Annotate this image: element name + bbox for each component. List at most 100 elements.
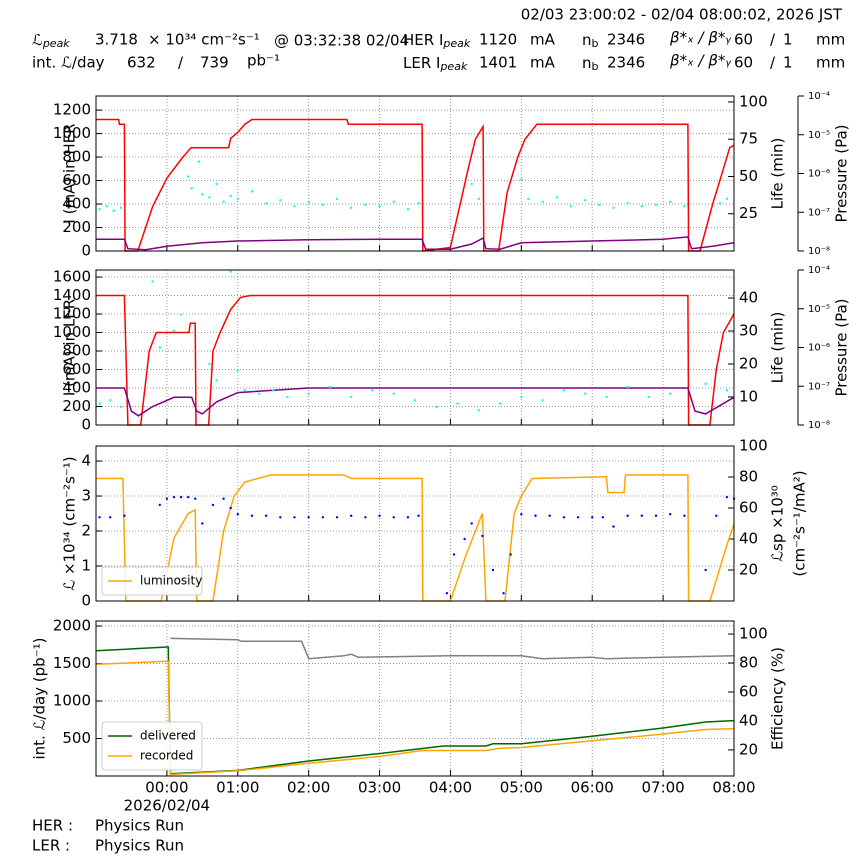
beta-x: 60 (734, 54, 753, 72)
nb-value: 2346 (607, 54, 645, 72)
x-tick-label: 07:00 (641, 779, 684, 797)
nb-sub: b (592, 37, 599, 50)
series-point (704, 382, 707, 385)
series-point (654, 203, 658, 206)
series-line (96, 387, 735, 417)
plot-frame (95, 445, 735, 602)
series-point (378, 205, 381, 208)
series-point (598, 203, 601, 206)
series-point (548, 514, 551, 517)
series-point (626, 514, 629, 517)
y3-tick-label: 10⁻⁶ (808, 169, 830, 180)
y-axis-label: I (mA) in HER (61, 123, 79, 223)
series-point (279, 199, 282, 202)
nb-label: nb (582, 54, 599, 74)
series-point (669, 513, 672, 516)
series-point (208, 362, 211, 366)
series-point (321, 516, 325, 519)
series-point (222, 497, 225, 500)
beta-y: 1 (783, 31, 793, 49)
y-tick-label: 400 (62, 195, 91, 213)
y-tick-label: 400 (62, 379, 91, 397)
series-point (612, 206, 615, 209)
series-point (108, 399, 112, 402)
y2-tick-label: 80 (739, 468, 758, 486)
y3-axis-label: Pressure (Pa) (833, 124, 851, 222)
plot-frame (95, 620, 735, 777)
series-point (229, 270, 232, 273)
x-tick-label: 05:00 (500, 779, 543, 797)
series-point (562, 389, 566, 392)
legend-label: recorded (140, 749, 193, 763)
series-point (562, 516, 566, 519)
series-point (105, 205, 108, 208)
series-point (158, 503, 161, 507)
x-tick-label: 02:00 (287, 779, 330, 797)
series-point (445, 592, 449, 595)
peak-sub: peak (439, 60, 467, 73)
x-tick-label: 04:00 (429, 779, 472, 797)
legend-box (101, 566, 203, 596)
series-point (626, 385, 629, 389)
series-point (350, 395, 353, 399)
plot-frame (95, 95, 735, 252)
series-point (718, 202, 722, 205)
y2-tick-label: 50 (739, 167, 758, 185)
series-point (583, 392, 587, 395)
series-point (328, 385, 332, 389)
series-point (626, 202, 629, 205)
series-point (520, 513, 523, 516)
time-range: 02/03 23:00:02 - 02/04 08:00:02, 2026 JS… (521, 6, 843, 24)
status: Physics Run (95, 837, 184, 855)
series-point (520, 395, 523, 399)
series-point (612, 525, 615, 528)
beta-label: β*ₓ / β*ᵧ (669, 29, 731, 47)
ipeak-unit: mA (530, 31, 556, 49)
beta-unit: mm (816, 54, 845, 72)
beta-x: 60 (734, 31, 753, 49)
y3-tick-label: 10⁻⁸ (808, 420, 830, 431)
y2-tick-label: 20 (739, 354, 758, 372)
y2-tick-label: 100 (739, 437, 768, 455)
series-point (683, 205, 686, 208)
series-point (197, 160, 200, 163)
series-point (307, 392, 310, 395)
y2-axis-label: Efficiency (%) (769, 647, 787, 750)
series-point (179, 313, 183, 316)
series-line (170, 637, 735, 660)
series-point (335, 197, 339, 201)
y-axis-label: ℒ ×10³⁴ (cm⁻²s⁻¹) (61, 456, 79, 590)
series-point (172, 495, 176, 499)
legend-label: luminosity (140, 574, 202, 588)
peak-sub: peak (42, 37, 70, 50)
int-delivered: 739 (200, 54, 229, 72)
series-point (98, 516, 101, 519)
series-point (498, 402, 502, 405)
series-point (186, 495, 190, 499)
y-tick-label: 0 (81, 242, 91, 260)
nb: n (582, 31, 592, 49)
series-point (704, 568, 707, 572)
series-point (335, 516, 339, 519)
series-point (350, 514, 353, 517)
nb-label: nb (582, 31, 599, 51)
series-point (591, 516, 594, 519)
series-point (371, 389, 374, 392)
series-point (236, 197, 239, 201)
series-line (96, 294, 735, 426)
y-tick-label: 800 (62, 342, 91, 360)
ring: HER I (403, 31, 443, 49)
y-tick-label: 800 (62, 148, 91, 166)
series-point (715, 514, 718, 517)
series-point (509, 553, 512, 556)
series-point (470, 522, 473, 525)
y-axis-label: int. ℒ/day (pb⁻¹) (31, 638, 49, 760)
ipeak-label: HER Ipeak (403, 31, 471, 51)
y-tick-label: 200 (62, 218, 91, 236)
y-tick-label: 500 (62, 729, 91, 747)
y-tick-label: 0 (81, 416, 91, 434)
plot-frame (95, 269, 735, 426)
y2-tick-label: 40 (739, 711, 758, 729)
legend-box (101, 721, 203, 771)
